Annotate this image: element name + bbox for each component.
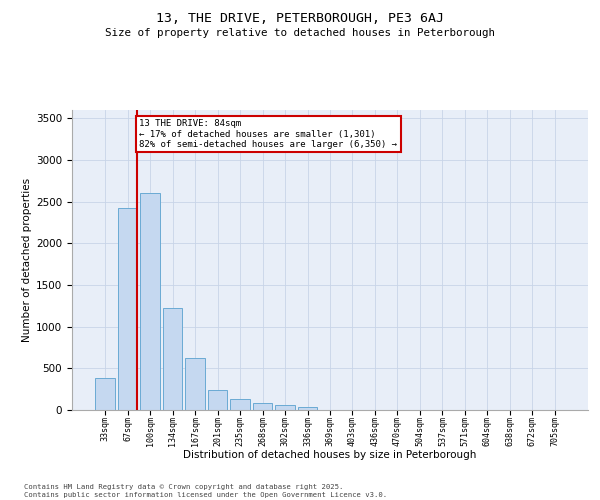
- Bar: [298, 406, 317, 410]
- Bar: [253, 404, 272, 410]
- Bar: [95, 378, 115, 410]
- Bar: [275, 405, 295, 410]
- Bar: [230, 399, 250, 410]
- Bar: [163, 308, 182, 410]
- Text: 13 THE DRIVE: 84sqm
← 17% of detached houses are smaller (1,301)
82% of semi-det: 13 THE DRIVE: 84sqm ← 17% of detached ho…: [139, 119, 397, 149]
- Bar: [185, 358, 205, 410]
- Text: Size of property relative to detached houses in Peterborough: Size of property relative to detached ho…: [105, 28, 495, 38]
- Bar: [208, 390, 227, 410]
- X-axis label: Distribution of detached houses by size in Peterborough: Distribution of detached houses by size …: [184, 450, 476, 460]
- Bar: [140, 194, 160, 410]
- Bar: [118, 208, 137, 410]
- Text: 13, THE DRIVE, PETERBOROUGH, PE3 6AJ: 13, THE DRIVE, PETERBOROUGH, PE3 6AJ: [156, 12, 444, 26]
- Y-axis label: Number of detached properties: Number of detached properties: [22, 178, 32, 342]
- Text: Contains HM Land Registry data © Crown copyright and database right 2025.
Contai: Contains HM Land Registry data © Crown c…: [24, 484, 387, 498]
